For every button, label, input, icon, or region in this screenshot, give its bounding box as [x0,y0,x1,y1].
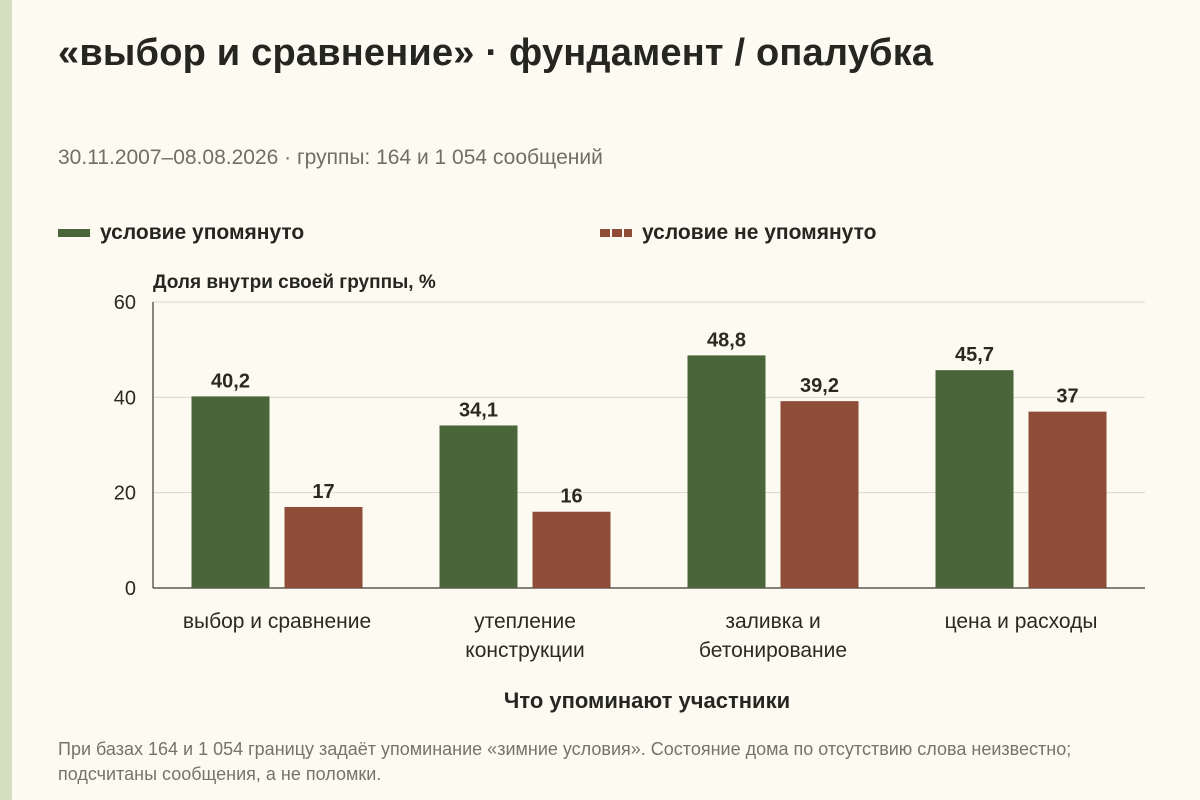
bar-not-mentioned [532,511,611,588]
x-category-label: утепление [474,610,576,633]
y-tick-label: 20 [114,483,136,505]
x-category-label: бетонирование [699,639,847,662]
data-label: 40,2 [211,370,250,392]
x-category-label: конструкции [465,639,584,662]
bar-mentioned [687,355,766,588]
x-category-label: выбор и сравнение [183,610,371,633]
bar-chart: 0 20 40 60 40,2 17 выбор и сравнение 34,1 16 утеп… [114,292,1145,713]
y-axis-label: Доля внутри своей группы, % [153,272,436,293]
y-tick-label: 60 [114,292,136,314]
y-tick-label: 0 [125,578,136,600]
x-category-label: цена и расходы [945,610,1098,633]
bar-not-mentioned [780,401,859,588]
chart-title: «выбор и сравнение» · фундамент / опалуб… [58,32,934,74]
legend-swatch-not-mentioned [600,229,632,237]
legend-swatch-mentioned [58,229,90,237]
data-label: 16 [560,486,582,508]
data-label: 37 [1056,386,1078,408]
data-label: 39,2 [800,375,839,397]
data-label: 48,8 [707,329,746,351]
y-tick-label: 40 [114,387,136,409]
bar-mentioned [191,396,270,588]
data-label: 45,7 [955,344,994,366]
bar-mentioned [935,370,1014,588]
data-label: 17 [312,481,334,503]
left-accent-strip [0,0,12,800]
chart-subtitle: 30.11.2007–08.08.2026 · группы: 164 и 1 … [58,146,603,169]
bar-not-mentioned [1028,411,1107,588]
footnote: При базах 164 и 1 054 границу задаёт упо… [58,739,1072,784]
legend-item-not-mentioned: условие не упомянуто [600,219,876,247]
bar-not-mentioned [284,506,363,588]
data-label: 34,1 [459,399,498,421]
legend-label-not-mentioned: условие не упомянуто [642,221,877,244]
x-axis-label: Что упоминают участники [504,688,790,713]
legend-label-mentioned: условие упомянуто [100,221,305,244]
x-category-label: заливка и [725,610,820,633]
bar-mentioned [439,425,518,588]
legend-item-mentioned: условие упомянуто [58,219,304,247]
